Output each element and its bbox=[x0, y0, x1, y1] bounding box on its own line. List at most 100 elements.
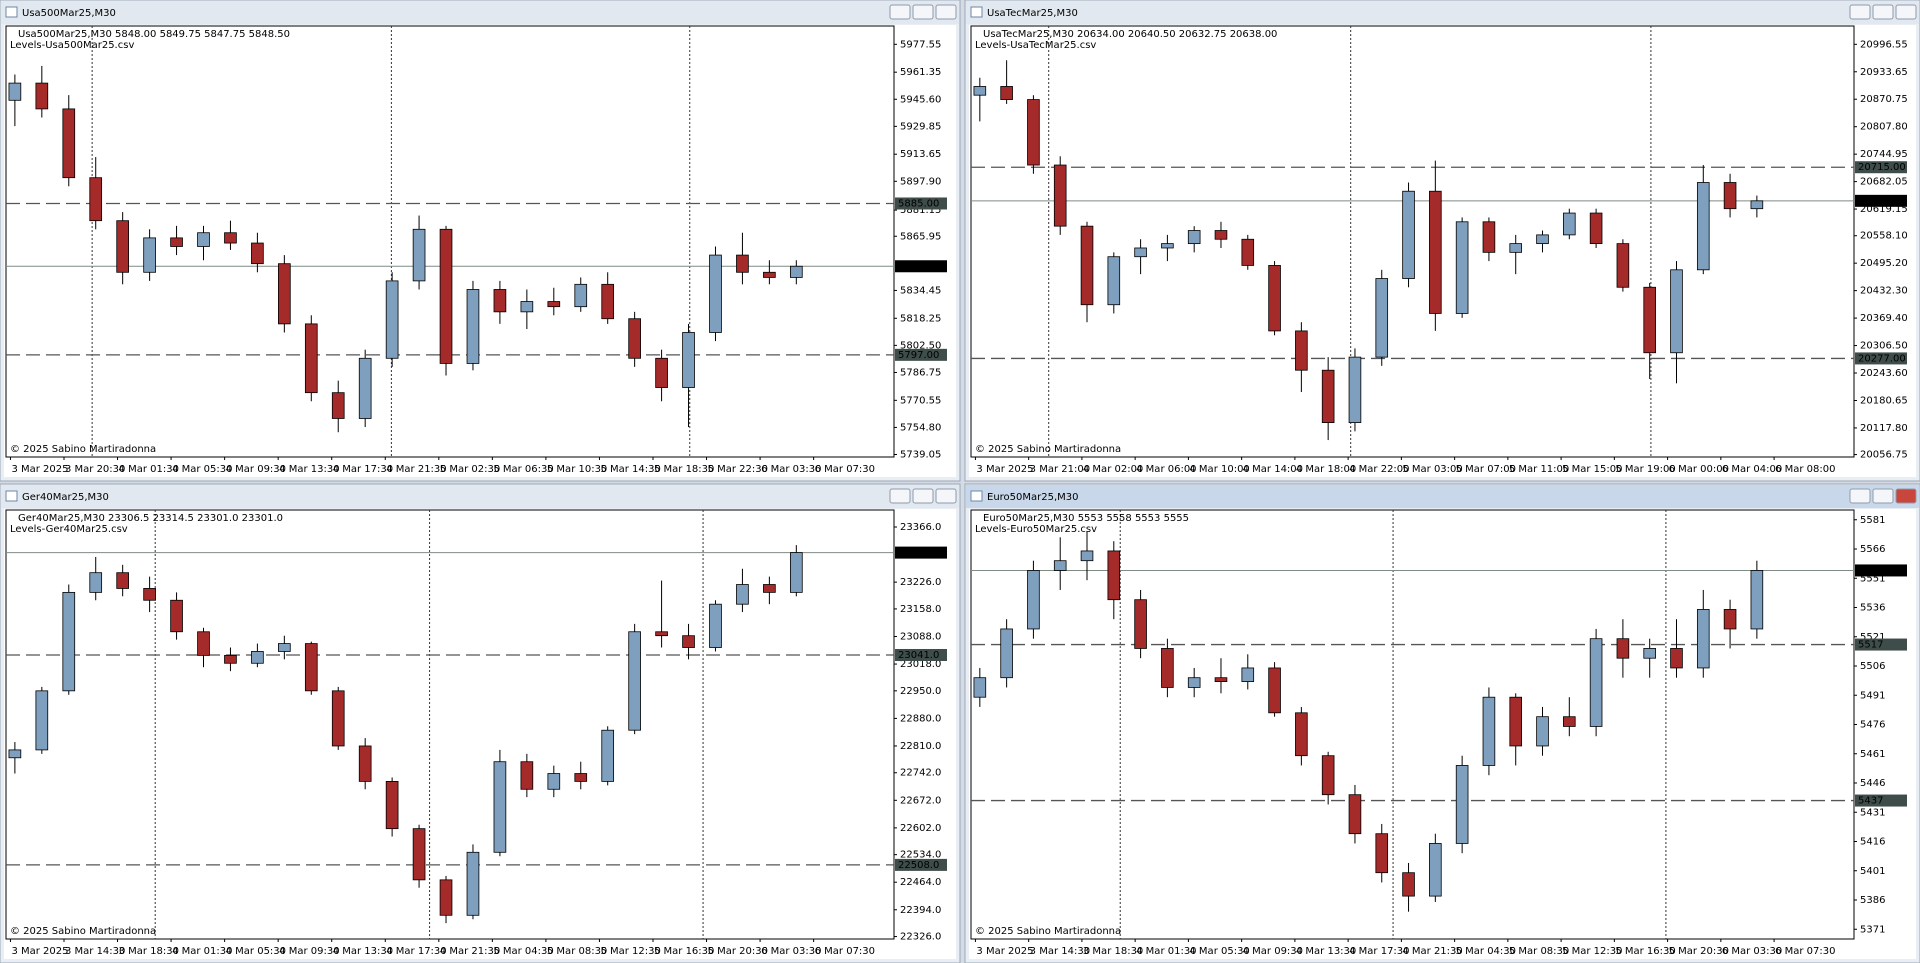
y-tick-label: 5506 bbox=[1860, 661, 1885, 672]
close-button[interactable] bbox=[1895, 488, 1917, 504]
candle-body bbox=[763, 271, 776, 278]
x-tick-label: 6 Mar 07:30 bbox=[815, 464, 875, 475]
maximize-button[interactable] bbox=[912, 488, 934, 504]
x-tick-label: 5 Mar 04:30 bbox=[1456, 946, 1516, 957]
x-tick-label: 4 Mar 21:30 bbox=[1402, 946, 1462, 957]
x-tick-label: 5 Mar 03:00 bbox=[1402, 464, 1462, 475]
y-tick-label: 5581 bbox=[1860, 515, 1885, 526]
y-tick-label: 23366.0 bbox=[900, 522, 941, 533]
y-tick-label: 5897.90 bbox=[900, 176, 941, 187]
candle-body bbox=[736, 584, 749, 605]
chart-background bbox=[4, 509, 956, 959]
candle-body bbox=[1482, 221, 1496, 253]
maximize-button[interactable] bbox=[1872, 488, 1894, 504]
x-tick-label: 5 Mar 22:30 bbox=[708, 464, 768, 475]
minimize-button[interactable] bbox=[1849, 4, 1871, 20]
candle-body bbox=[1509, 696, 1523, 747]
y-tick-label: 23018.0 bbox=[900, 659, 941, 670]
x-tick-label: 4 Mar 10:00 bbox=[1189, 464, 1249, 475]
candle-body bbox=[1268, 667, 1281, 714]
x-tick-label: 3 Mar 2025 bbox=[11, 464, 68, 475]
level-label: 20277.00 bbox=[1858, 353, 1906, 364]
candle-body bbox=[973, 677, 987, 698]
candle-body bbox=[331, 690, 345, 747]
candle-body bbox=[1509, 243, 1523, 253]
y-tick-label: 22602.0 bbox=[900, 823, 941, 834]
current-price-tag bbox=[895, 546, 947, 559]
close-button[interactable] bbox=[935, 488, 957, 504]
maximize-button[interactable] bbox=[912, 4, 934, 20]
y-tick-label: 20306.50 bbox=[1860, 341, 1908, 352]
y-tick-label: 22950.0 bbox=[900, 686, 941, 697]
x-tick-label: 4 Mar 13:30 bbox=[1296, 946, 1356, 957]
y-tick-label: 23226.0 bbox=[900, 577, 941, 588]
y-tick-label: 5461 bbox=[1860, 749, 1885, 760]
minimize-button[interactable] bbox=[889, 488, 911, 504]
y-tick-label: 5446 bbox=[1860, 778, 1885, 789]
x-tick-label: 4 Mar 17:30 bbox=[386, 946, 446, 957]
y-tick-label: 20056.75 bbox=[1860, 450, 1908, 461]
candle-body bbox=[466, 289, 480, 364]
candle-body bbox=[493, 289, 507, 313]
candle-body bbox=[35, 690, 49, 751]
x-tick-label: 4 Mar 09:30 bbox=[279, 946, 339, 957]
chart-header: Usa500Mar25,M30 5848.00 5849.75 5847.75 … bbox=[18, 29, 290, 40]
x-tick-label: 4 Mar 14:00 bbox=[1243, 464, 1303, 475]
chart-header: Ger40Mar25,M30 23306.5 23314.5 23301.0 2… bbox=[18, 513, 283, 524]
y-tick-label: 5566 bbox=[1860, 544, 1885, 555]
candle-body bbox=[1375, 278, 1389, 358]
y-tick-label: 5977.55 bbox=[900, 39, 941, 50]
candle-body bbox=[1643, 286, 1656, 354]
candle-body bbox=[763, 584, 776, 593]
candle-body bbox=[304, 323, 318, 394]
y-tick-label: 5739.05 bbox=[900, 450, 941, 461]
title-bar bbox=[966, 1, 1919, 24]
candle-body bbox=[170, 599, 183, 633]
level-label: 5797.00 bbox=[898, 350, 939, 361]
x-tick-label: 6 Mar 03:30 bbox=[761, 946, 821, 957]
candle-body bbox=[1161, 648, 1174, 688]
window-title: Ger40Mar25,M30 bbox=[22, 492, 109, 503]
x-tick-label: 5 Mar 08:30 bbox=[1509, 946, 1569, 957]
level-tag bbox=[895, 348, 947, 361]
y-tick-label: 20682.05 bbox=[1860, 177, 1908, 188]
candle-body bbox=[1107, 550, 1121, 601]
x-tick-label: 4 Mar 05:30 bbox=[226, 946, 286, 957]
candle-body bbox=[1723, 182, 1737, 210]
candle-body bbox=[1670, 269, 1683, 354]
maximize-button[interactable] bbox=[1872, 4, 1894, 20]
candle-body bbox=[466, 851, 480, 916]
candle-body bbox=[1027, 570, 1040, 630]
close-button[interactable] bbox=[1895, 4, 1917, 20]
level-label: 22508.0 bbox=[898, 860, 939, 871]
x-tick-label: 4 Mar 21:30 bbox=[386, 464, 446, 475]
x-tick-label: 5 Mar 16:30 bbox=[1615, 946, 1675, 957]
minimize-button[interactable] bbox=[889, 4, 911, 20]
y-tick-label: 5881.15 bbox=[900, 205, 941, 216]
candle-body bbox=[601, 729, 615, 782]
close-button[interactable] bbox=[935, 4, 957, 20]
candle-body bbox=[1696, 609, 1710, 669]
window-icon bbox=[970, 490, 983, 502]
candle-body bbox=[62, 108, 76, 179]
candle-body bbox=[412, 828, 426, 881]
y-tick-label: 22810.0 bbox=[900, 741, 941, 752]
current-price-tag bbox=[1855, 564, 1907, 577]
y-tick-label: 5476 bbox=[1860, 720, 1885, 731]
candle-body bbox=[1696, 182, 1710, 271]
candle-body bbox=[1214, 230, 1228, 240]
minimize-button[interactable] bbox=[1849, 488, 1871, 504]
level-tag bbox=[895, 858, 947, 871]
y-tick-label: 20432.30 bbox=[1860, 286, 1908, 297]
candle-body bbox=[35, 82, 49, 110]
current-price-label: 5555 bbox=[1858, 565, 1883, 576]
candle-body bbox=[709, 603, 722, 648]
x-tick-label: 6 Mar 03:30 bbox=[1722, 946, 1782, 957]
candle-body bbox=[1295, 712, 1308, 757]
candle-body bbox=[1750, 200, 1764, 210]
candle-body bbox=[1616, 243, 1630, 288]
level-tag bbox=[1855, 352, 1907, 365]
candle-body bbox=[682, 332, 695, 388]
y-tick-label: 22880.0 bbox=[900, 713, 941, 724]
